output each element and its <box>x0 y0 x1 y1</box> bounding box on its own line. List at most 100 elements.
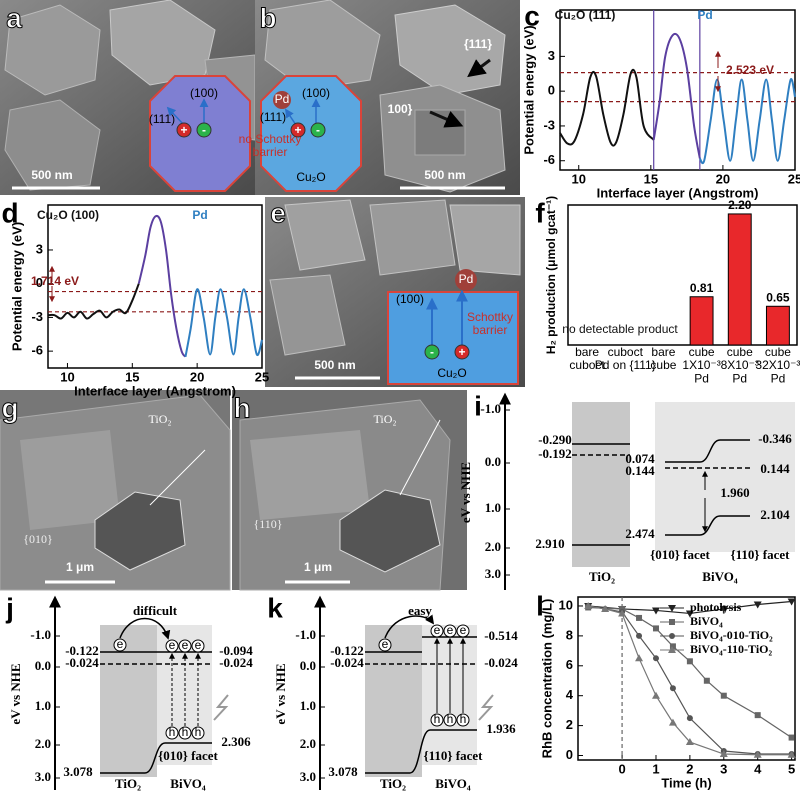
arrow <box>166 106 185 126</box>
label: -0.024 <box>484 655 518 670</box>
value-label: 2.20 <box>728 198 752 212</box>
annotation: Pd <box>697 8 712 22</box>
label: TiO₂ <box>148 412 171 426</box>
label: 3.0 <box>35 769 51 784</box>
tio2-region <box>100 625 157 777</box>
y-tick-label: 3 <box>36 241 43 256</box>
scale-bar-label: 500 nm <box>31 168 72 182</box>
tio2-islands <box>20 430 120 530</box>
marker <box>720 692 727 699</box>
label: h <box>182 725 189 739</box>
label: 100} <box>388 102 413 116</box>
label: -0.122 <box>330 643 364 658</box>
charge-sign: + <box>458 345 465 359</box>
text-line: cube <box>727 345 753 359</box>
marker <box>753 601 762 609</box>
plot-frame <box>567 204 798 346</box>
charge-sign: + <box>294 123 301 137</box>
marker <box>636 632 643 639</box>
panel-letter: e <box>270 197 286 228</box>
label: Pd <box>275 92 290 106</box>
label: h <box>434 712 441 726</box>
charge-sign: - <box>316 123 320 137</box>
y-axis-title: Potential energy (eV) <box>9 222 24 351</box>
bar <box>689 296 714 346</box>
tio2-region <box>572 402 630 567</box>
x-tick-label: cube 8X10⁻³ Pd <box>721 345 759 385</box>
arrow <box>285 108 297 126</box>
label: 3.0 <box>485 566 501 581</box>
label: TiO₂ <box>115 776 141 791</box>
marker <box>651 607 660 615</box>
transfer-arrow <box>119 617 171 640</box>
marker <box>618 609 627 617</box>
band-edge <box>665 515 750 536</box>
y-tick-label: 2 <box>566 717 573 732</box>
cube-inset <box>387 291 519 385</box>
label: {010} <box>23 532 53 546</box>
panel-letter: g <box>1 392 18 423</box>
pd-particle <box>455 269 477 291</box>
marker <box>787 750 796 758</box>
carrier <box>178 726 192 740</box>
label: 3.078 <box>63 764 93 779</box>
light <box>213 694 229 721</box>
marker <box>635 654 644 662</box>
marker <box>652 625 659 632</box>
label: 1.0 <box>35 698 51 713</box>
text-line: Pd <box>771 372 786 386</box>
marker <box>686 715 693 722</box>
label: e <box>447 623 454 637</box>
label: TiO₂ <box>380 776 406 791</box>
bivo4-region <box>655 402 795 552</box>
x-tick-label: 10 <box>572 171 586 186</box>
carrier <box>443 713 457 727</box>
label: -0.024 <box>219 655 253 670</box>
x-tick-label: cuboct Pd on {111} <box>595 345 656 372</box>
label: Schottky barrier <box>467 310 513 337</box>
transfer-arrow <box>384 614 435 639</box>
y-tick-label: 0 <box>36 275 43 290</box>
carrier <box>113 638 127 652</box>
text-line: cube <box>650 358 676 372</box>
label: (100) <box>190 86 218 100</box>
label: Cu₂O <box>296 170 325 184</box>
text-line: cuboct <box>569 358 605 372</box>
panel-letter: l <box>536 590 544 621</box>
series-line <box>184 288 263 357</box>
x-axis-title: Interface layer (Angstrom) <box>74 383 236 398</box>
y-axis-title: RhB concentration (mg/L) <box>539 599 554 759</box>
label: 1.0 <box>485 500 501 515</box>
carrier <box>165 639 179 653</box>
label: h <box>195 725 202 739</box>
label: 2.910 <box>535 536 564 551</box>
label: TiO₂ <box>589 569 615 584</box>
marker <box>754 712 761 719</box>
label: {111} <box>464 37 492 51</box>
x-tick-label: 25 <box>255 369 269 384</box>
label: -0.192 <box>538 446 572 461</box>
model-icon <box>339 489 441 573</box>
panel-letter: j <box>5 592 14 623</box>
label: 2.0 <box>485 539 501 554</box>
label: eV vs NHE <box>8 663 23 724</box>
scale-bar-label: 1 μm <box>66 560 94 574</box>
x-tick-label: 15 <box>125 369 139 384</box>
carrier <box>443 624 457 638</box>
tio2-region <box>365 625 422 777</box>
text-line: 8X10⁻³ <box>721 358 759 372</box>
label: h <box>460 712 467 726</box>
legend-label: BiVO₄-110-TiO₂ <box>690 642 772 656</box>
label: 2.104 <box>760 507 790 522</box>
y-tick-label: 8 <box>566 627 573 642</box>
label: 0.0 <box>35 658 51 673</box>
legend-label: photolysis <box>690 600 742 614</box>
marker <box>601 604 610 612</box>
particle <box>4 4 101 96</box>
y-tick-label: -3 <box>543 117 555 132</box>
x-tick-label: 0 <box>618 761 625 776</box>
label: 0.0 <box>300 658 316 673</box>
label: {010} facet <box>650 547 710 562</box>
label: Cu₂O <box>437 366 466 380</box>
label: BiVO₄ <box>435 776 471 791</box>
